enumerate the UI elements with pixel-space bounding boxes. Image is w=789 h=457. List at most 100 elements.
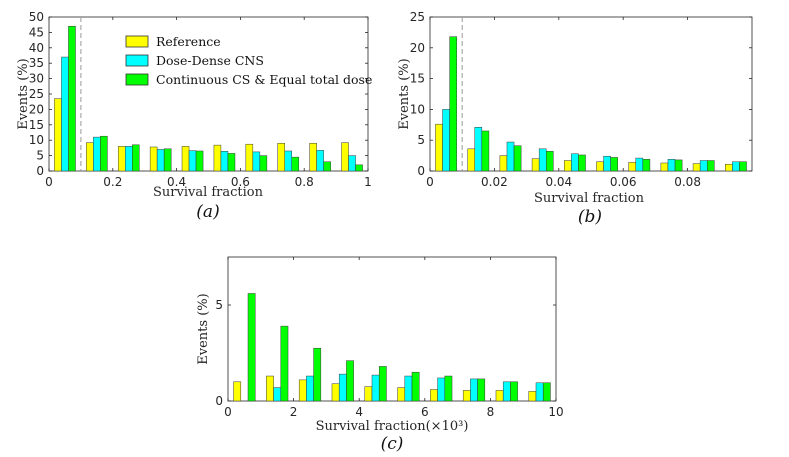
bar-dose-dense (535, 382, 544, 402)
bar-dose-dense (538, 148, 547, 172)
y-tick-label: 10 (410, 102, 425, 116)
bar-dose-dense (316, 150, 324, 172)
bar-dose-dense (61, 56, 69, 172)
bar-reference (331, 383, 340, 402)
bar-continuous (449, 36, 457, 172)
bar-continuous (247, 293, 256, 402)
bar-continuous (542, 382, 551, 402)
bar-continuous (706, 160, 715, 172)
bar-continuous (280, 325, 289, 402)
y-tick-label: 25 (410, 10, 425, 24)
bar-reference (397, 387, 406, 402)
bar-reference (462, 390, 471, 402)
legend-label-dose-dense: Dose-Dense CNS (156, 53, 264, 68)
bar-continuous (513, 145, 522, 172)
y-tick-label: 5 (417, 133, 425, 147)
bar-reference (364, 386, 373, 402)
bar-reference (309, 143, 317, 172)
y-tick-label: 35 (29, 56, 44, 70)
y-tick-label: 45 (29, 25, 44, 39)
bar-dose-dense (474, 127, 483, 172)
bar-dose-dense (603, 155, 611, 172)
bar-dose-dense (371, 374, 380, 402)
bar-dose-dense (699, 160, 708, 172)
bar-dose-dense (571, 153, 579, 172)
bar-reference (531, 158, 540, 172)
bar-reference (628, 162, 637, 172)
legend-swatch-dose-dense (125, 54, 149, 67)
bar-dose-dense (635, 157, 644, 172)
bar-dose-dense (506, 141, 515, 172)
bar-reference (528, 391, 537, 402)
bar-reference (725, 163, 733, 172)
y-tick-label: 20 (410, 41, 425, 55)
bar-continuous (313, 347, 322, 402)
legend-swatch-continuous (125, 73, 149, 86)
bar-continuous (739, 161, 747, 172)
bar-reference (233, 381, 242, 402)
bar-dose-dense (667, 159, 676, 172)
bar-reference (467, 148, 476, 172)
bar-reference (435, 123, 443, 172)
y-tick-label: 0 (215, 394, 223, 408)
bar-dose-dense (273, 387, 282, 402)
bar-continuous (291, 156, 300, 172)
x-tick-label: 0.08 (674, 175, 701, 189)
x-tick-label: 0.06 (610, 175, 637, 189)
x-tick-label: 0 (45, 175, 53, 189)
y-tick-label: 0 (417, 164, 425, 178)
bar-reference (564, 160, 572, 172)
y-tick-label: 15 (29, 118, 44, 132)
bar-dose-dense (252, 151, 261, 172)
bar-continuous (481, 130, 490, 172)
bar-dose-dense (156, 149, 165, 172)
panel-caption: (c) (381, 434, 404, 454)
bar-reference (692, 163, 701, 172)
y-tick-label: 0 (36, 164, 44, 178)
bar-continuous (378, 366, 387, 402)
x-tick-label: 4 (355, 405, 363, 419)
bar-continuous (674, 159, 683, 172)
bar-dose-dense (442, 109, 450, 172)
bar-reference (596, 161, 604, 172)
bar-dose-dense (284, 150, 293, 172)
y-tick-label: 30 (29, 72, 44, 86)
bar-continuous (642, 159, 651, 172)
bar-dose-dense (502, 381, 511, 402)
x-tick-label: 0.4 (167, 175, 186, 189)
bar-dose-dense (188, 150, 197, 172)
x-tick-label: 10 (548, 405, 563, 419)
bar-dose-dense (470, 378, 478, 402)
bar-dose-dense (348, 155, 356, 172)
y-tick-label: 20 (29, 102, 44, 116)
bar-continuous (444, 375, 453, 402)
y-tick-label: 40 (29, 41, 44, 55)
bar-reference (266, 375, 274, 402)
y-tick-label: 5 (215, 298, 223, 312)
bar-continuous (346, 360, 354, 402)
bar-continuous (545, 151, 554, 172)
bar-reference (245, 143, 254, 172)
y-axis-label: Events (%) (196, 293, 211, 364)
x-tick-label: 0 (224, 405, 232, 419)
bar-continuous (477, 378, 486, 402)
x-tick-label: 0.2 (103, 175, 122, 189)
bar-continuous (578, 154, 586, 172)
x-tick-label: 0.04 (545, 175, 572, 189)
legend-label-continuous: Continuous CS & Equal total dose (156, 72, 372, 87)
bar-continuous (259, 155, 268, 172)
bar-continuous (132, 144, 140, 172)
bar-reference (181, 146, 190, 172)
panel-caption: (a) (196, 202, 219, 222)
bar-dose-dense (306, 375, 314, 402)
x-axis-label: Survival fraction(×10³) (316, 419, 469, 434)
bar-dose-dense (220, 151, 229, 172)
bar-dose-dense (437, 377, 446, 402)
bar-continuous (100, 135, 108, 172)
panel-caption: (b) (578, 207, 602, 227)
x-tick-label: 2 (290, 405, 298, 419)
x-tick-label: 0.8 (295, 175, 314, 189)
bar-dose-dense (124, 146, 133, 172)
